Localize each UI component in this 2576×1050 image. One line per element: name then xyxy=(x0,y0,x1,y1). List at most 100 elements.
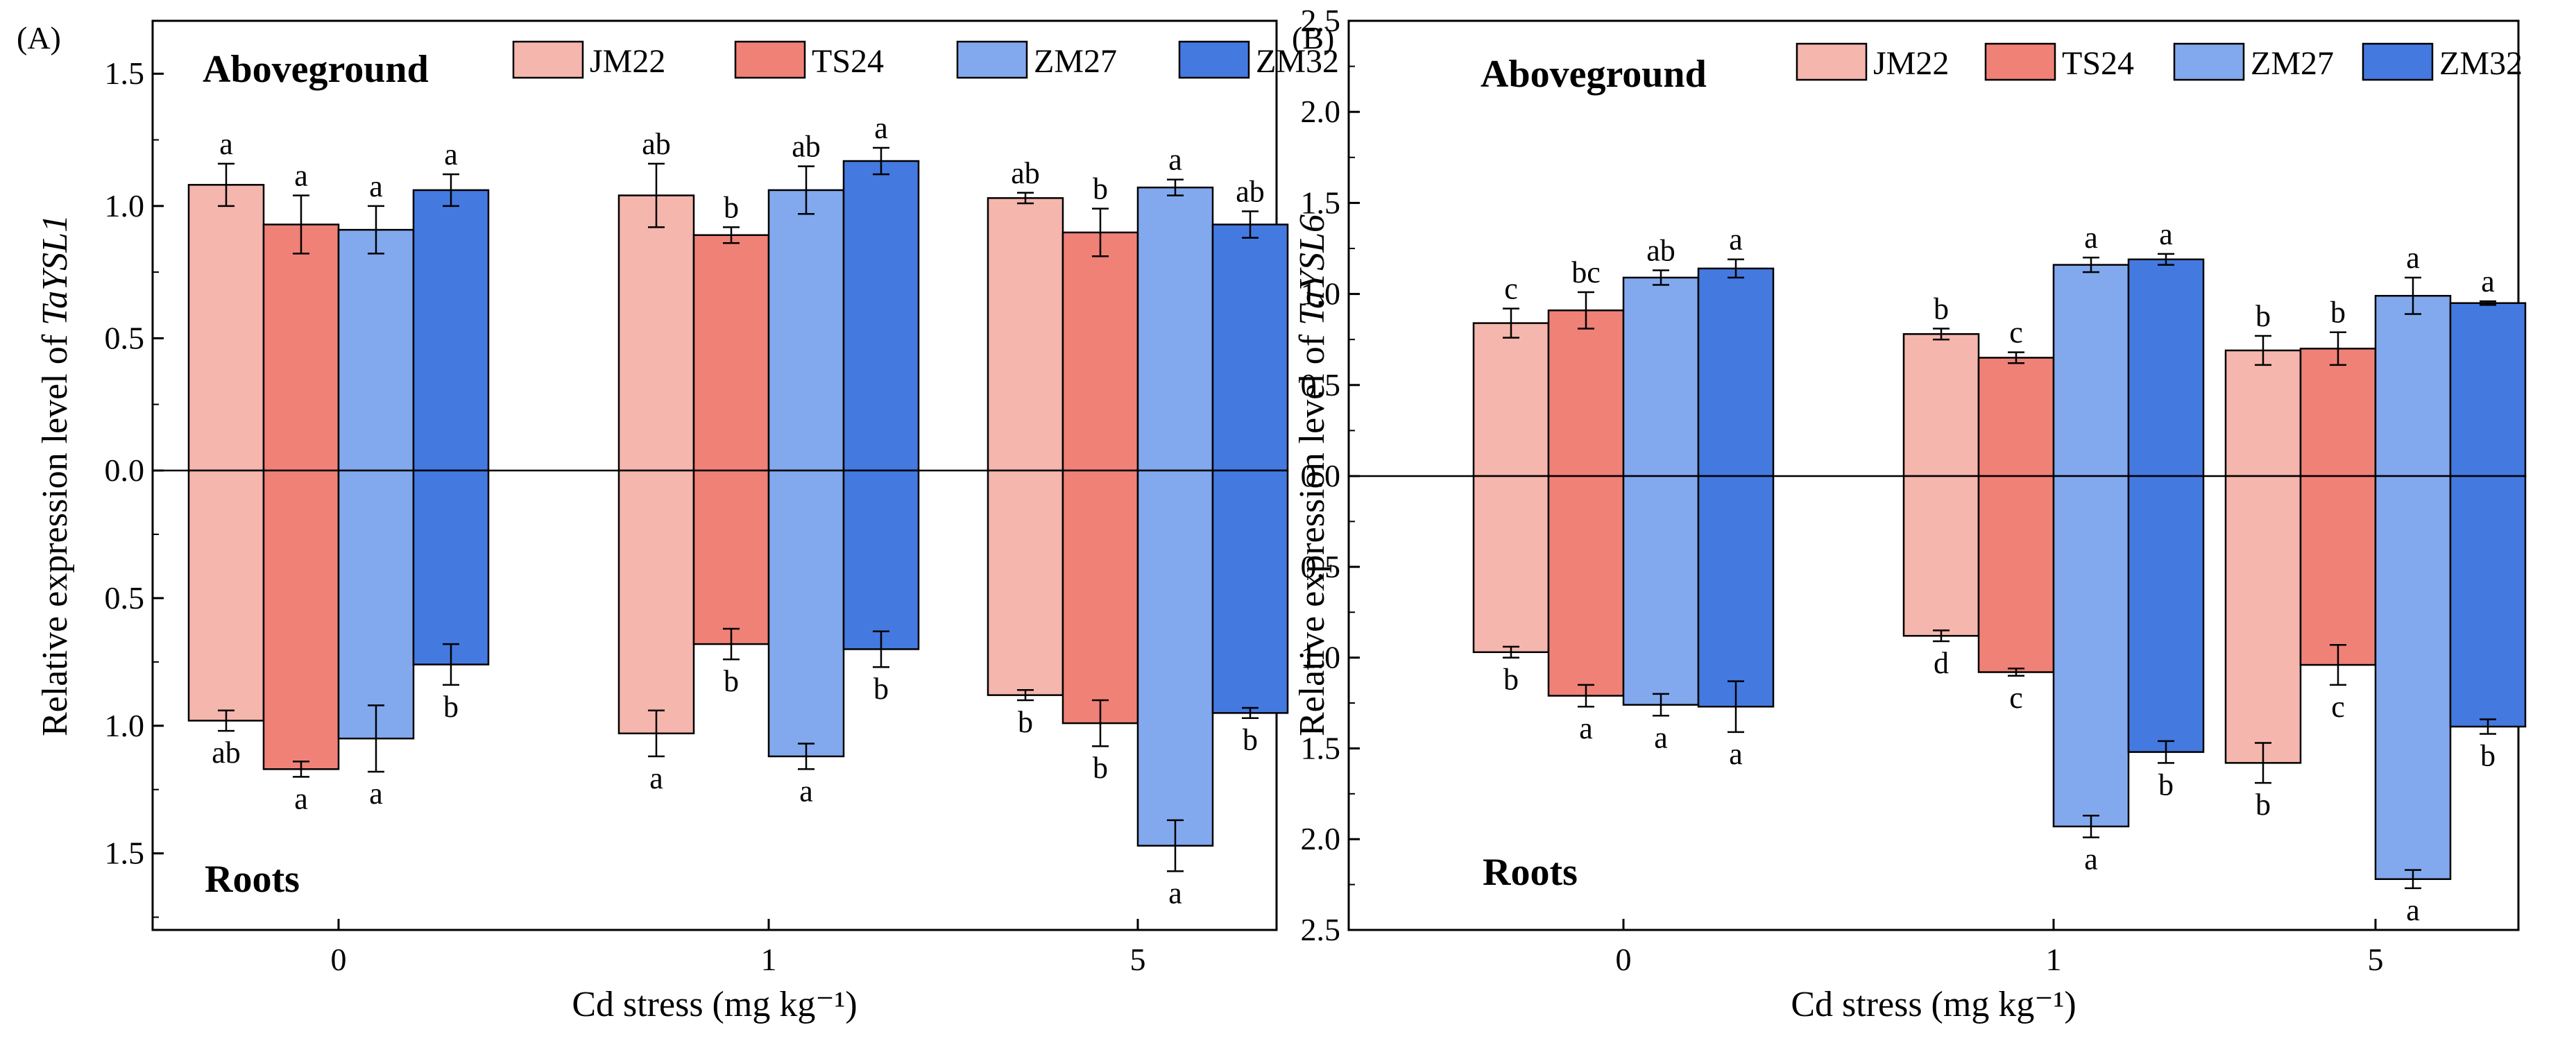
significance-letter: a xyxy=(799,774,813,808)
significance-letter: b xyxy=(1243,723,1258,757)
legend-label-jm22: JM22 xyxy=(590,43,665,80)
roots-bar-zm27-5 xyxy=(1136,469,1214,847)
aboveground-bar-jm22-5 xyxy=(2224,349,2302,477)
y-tick-label: 0.5 xyxy=(105,320,145,355)
y-tick-label: 1.0 xyxy=(1301,640,1341,675)
y-axis-title: Relative expression level of TaYSL1 xyxy=(35,214,75,736)
aboveground-bar-jm22-0 xyxy=(1472,322,1550,477)
roots-bar-zm32-0 xyxy=(412,469,490,666)
x-tick-label: 0 xyxy=(331,942,347,977)
y-tick-label: 1.0 xyxy=(105,708,145,743)
significance-letter: a xyxy=(444,137,458,171)
significance-letter: ab xyxy=(1236,174,1265,208)
y-tick-label: 1.5 xyxy=(105,836,145,871)
significance-letter: ab xyxy=(792,130,821,164)
panel-label: (B) xyxy=(1292,20,1334,56)
aboveground-bar-zm32-5 xyxy=(2449,302,2527,477)
chart-panel-b: 2.5 2.0 1.5 1.0 0.5 0.0 0.5 1.0 1.5 2.0 2.5 0 1 5 Cd s… xyxy=(1292,3,2527,1024)
significance-letter: b xyxy=(1018,705,1033,739)
x-tick-label: 5 xyxy=(2368,942,2384,977)
y-tick-label: 2.0 xyxy=(1301,94,1341,129)
roots-bar-zm27-1 xyxy=(767,469,845,758)
significance-letter: b xyxy=(443,690,459,724)
significance-letter: a xyxy=(874,111,888,145)
x-axis-title: Cd stress (mg kg⁻¹) xyxy=(572,985,857,1024)
legend-swatch-zm27 xyxy=(2173,42,2245,81)
significance-letter: b xyxy=(1503,663,1519,697)
roots-bar-jm22-1 xyxy=(617,469,695,735)
legend-label-zm27: ZM27 xyxy=(1034,43,1117,80)
aboveground-label: Aboveground xyxy=(1481,53,1707,96)
panel-label: (A) xyxy=(17,20,61,56)
roots-bar-zm27-0 xyxy=(337,469,415,740)
significance-letter: a xyxy=(1168,876,1182,910)
significance-letter: a xyxy=(1168,143,1182,177)
x-tick-label: 1 xyxy=(2046,942,2062,977)
significance-letter: a xyxy=(2406,241,2420,275)
legend-swatch-zm32 xyxy=(2362,42,2434,81)
legend-swatch-ts24 xyxy=(734,40,806,79)
aboveground-bar-zm32-0 xyxy=(1697,267,1775,477)
significance-letter: a xyxy=(1729,223,1743,257)
legend-label-zm32: ZM32 xyxy=(2439,45,2523,82)
y-tick-label: 1.5 xyxy=(1301,185,1341,220)
roots-bar-ts24-5 xyxy=(1061,469,1139,725)
y-tick-label: 0.0 xyxy=(105,452,145,488)
roots-bar-zm32-5 xyxy=(1211,469,1289,714)
roots-bar-jm22-0 xyxy=(1472,475,1550,654)
roots-bar-ts24-0 xyxy=(262,469,340,770)
aboveground-bar-zm32-5 xyxy=(1211,223,1289,472)
roots-label: Roots xyxy=(1483,851,1578,894)
significance-letter: a xyxy=(2159,217,2173,251)
significance-letter: ab xyxy=(1646,233,1675,267)
aboveground-bar-jm22-0 xyxy=(187,184,265,472)
significance-letter: a xyxy=(294,159,308,193)
significance-letter: a xyxy=(2481,264,2495,298)
significance-letter: b xyxy=(1093,751,1108,785)
roots-bar-zm32-1 xyxy=(2127,475,2205,753)
significance-letter: b xyxy=(2480,738,2496,772)
roots-bar-zm32-0 xyxy=(1697,475,1775,708)
aboveground-bar-zm27-1 xyxy=(767,189,845,472)
aboveground-bar-ts24-1 xyxy=(692,234,770,472)
aboveground-bar-jm22-5 xyxy=(987,197,1064,472)
significance-letter: c xyxy=(2331,690,2345,724)
y-tick-label: 0.5 xyxy=(105,580,145,616)
y-tick-label: 0.5 xyxy=(1301,367,1341,403)
aboveground-bar-jm22-1 xyxy=(617,194,695,472)
aboveground-bar-zm32-0 xyxy=(412,189,490,472)
significance-letter: a xyxy=(2406,893,2420,927)
legend-swatch-ts24 xyxy=(1984,42,2056,81)
aboveground-bar-ts24-5 xyxy=(1061,231,1139,472)
x-tick-label: 0 xyxy=(1616,942,1632,977)
aboveground-bar-zm27-5 xyxy=(2374,294,2452,477)
y-tick-label: 1.0 xyxy=(105,188,145,223)
significance-letter: b xyxy=(2330,296,2346,330)
significance-letter: c xyxy=(2009,316,2023,350)
y-tick-label: 1.0 xyxy=(1301,276,1341,312)
roots-bar-zm27-5 xyxy=(2374,475,2452,881)
legend-label-zm32: ZM32 xyxy=(1256,43,1339,80)
aboveground-bar-ts24-0 xyxy=(262,223,340,472)
roots-bar-jm22-1 xyxy=(1902,475,1980,637)
significance-letter: a xyxy=(369,777,383,811)
aboveground-bar-zm27-5 xyxy=(1136,186,1214,472)
aboveground-bar-ts24-1 xyxy=(1977,357,2055,477)
significance-letter: b xyxy=(2158,768,2174,802)
legend-swatch-zm32 xyxy=(1178,40,1250,79)
aboveground-bar-zm27-0 xyxy=(1622,276,1700,477)
roots-bar-zm32-5 xyxy=(2449,475,2527,728)
significance-letter: c xyxy=(1504,272,1518,306)
aboveground-bar-ts24-0 xyxy=(1547,309,1625,477)
significance-letter: b xyxy=(2255,788,2271,822)
significance-letter: b xyxy=(873,672,889,706)
significance-letter: b xyxy=(1934,291,1949,325)
roots-bar-zm27-0 xyxy=(1622,475,1700,706)
significance-letter: d xyxy=(1934,646,1949,680)
aboveground-bar-zm27-1 xyxy=(2052,264,2130,477)
roots-bar-ts24-1 xyxy=(692,469,770,645)
y-tick-label: 1.5 xyxy=(1301,730,1341,765)
legend-label-zm27: ZM27 xyxy=(2251,45,2334,82)
